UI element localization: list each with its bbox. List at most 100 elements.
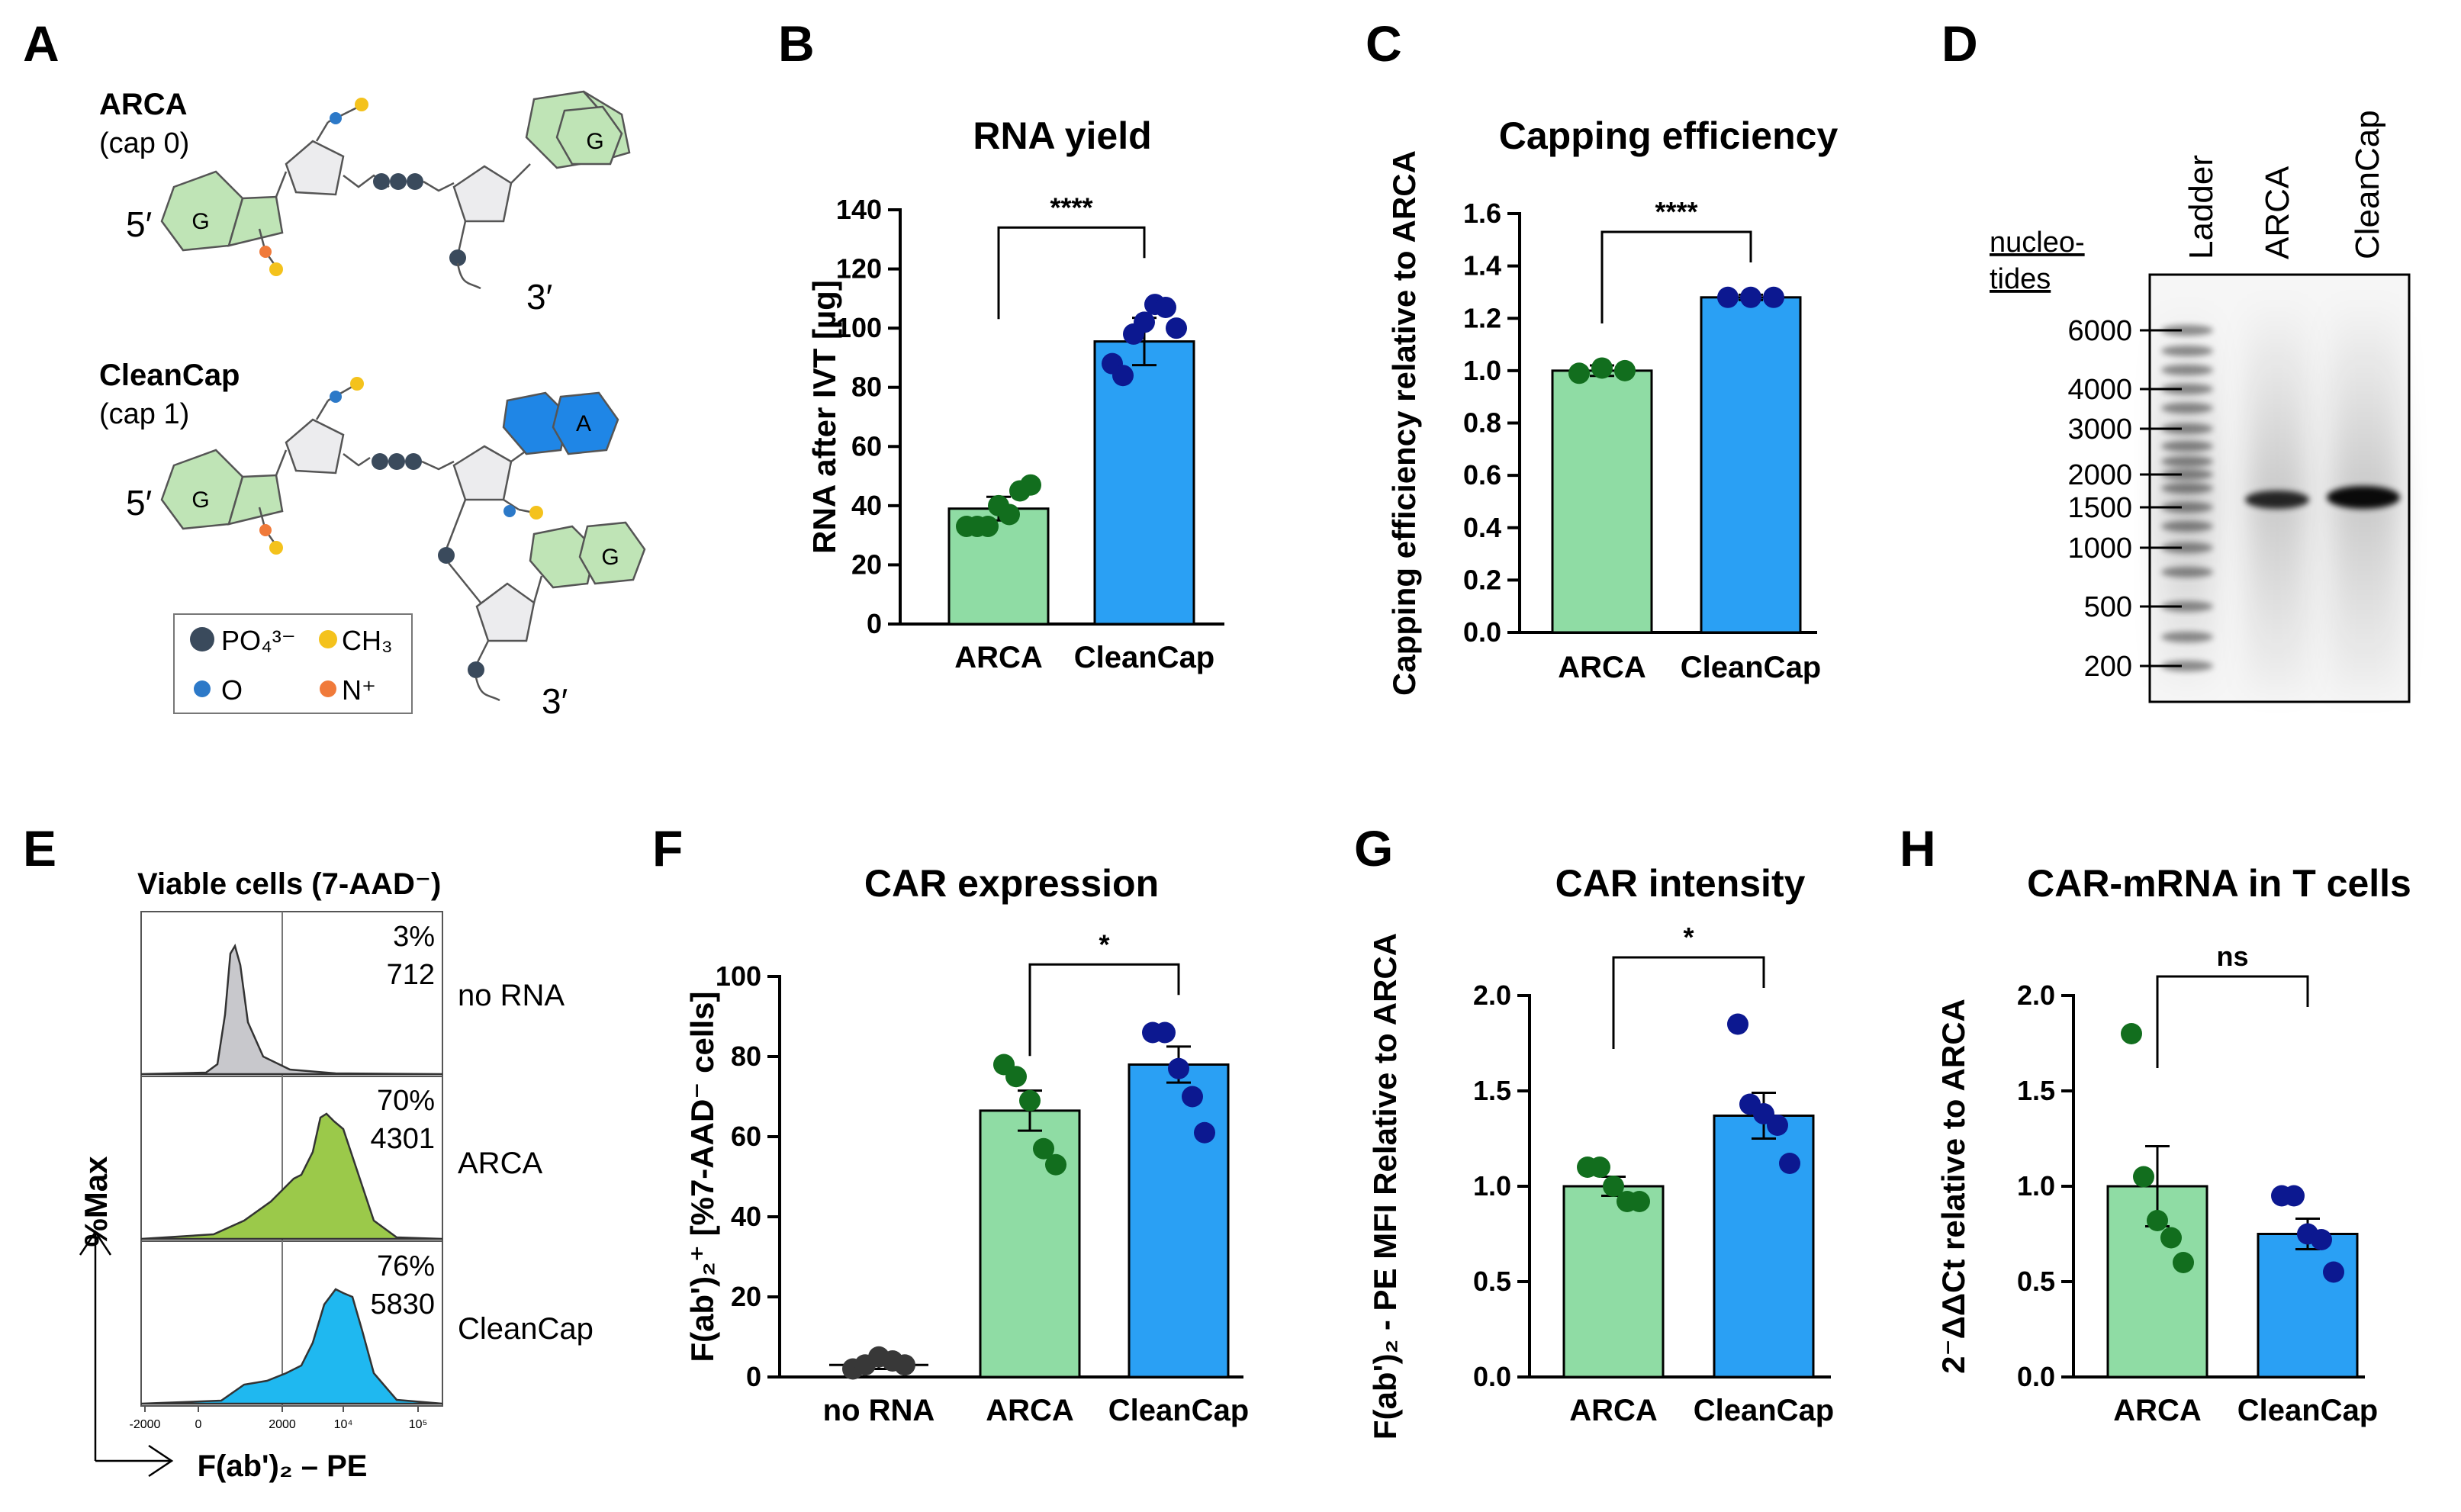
flow-row1-mfi: 712: [387, 959, 435, 991]
flow-row2-label: ARCA: [458, 1147, 542, 1180]
chart-f-category-label: CleanCap: [1108, 1394, 1250, 1427]
chart-f-bar: [1128, 1063, 1230, 1378]
chart-rna-yield: RNA yield RNA after IVT [µg] 0 20 40 60 80 100 1…: [806, 114, 1224, 674]
gel-ladder-band: [2161, 542, 2213, 553]
flow-title: Viable cells (7-AAD⁻): [137, 867, 441, 901]
chart-c-data-point: [1591, 357, 1613, 379]
chart-h-ytick-label: 0.5: [2017, 1266, 2055, 1297]
chart-f-data-point: [1005, 1066, 1027, 1088]
chart-c-data-point: [1740, 286, 1761, 308]
chart-c-title: Capping efficiency: [1499, 114, 1839, 157]
cleancap-structure-title: CleanCap: [99, 359, 240, 392]
cleancap-base-g-label: G: [191, 487, 209, 513]
chart-g-bar: [1562, 1185, 1665, 1378]
chart-b-category-label: CleanCap: [1074, 641, 1215, 674]
chart-f-significance-bracket: [1028, 963, 1180, 1057]
chart-c-ytick-label: 1.2: [1463, 302, 1501, 333]
panel-label-e: E: [23, 820, 56, 877]
chart-b-ytick-label: 140: [836, 194, 882, 225]
cleancap-ribose-1: [285, 418, 345, 475]
nitrogen-atom: [259, 524, 272, 536]
legend-oxygen-marker: [194, 680, 211, 697]
legend-nitrogen-marker: [320, 680, 336, 697]
chart-b-ytick-label: 40: [851, 490, 882, 521]
chart-f-data-point: [1033, 1137, 1054, 1160]
gel-marker-label: 3000: [2067, 413, 2132, 446]
chart-h-data-point: [2133, 1166, 2154, 1188]
flow-row1-percent: 3%: [393, 921, 435, 953]
chart-f-ytick-label: 100: [716, 960, 761, 992]
cleancap-m7g-base: G: [160, 449, 284, 555]
chart-capping-efficiency: Capping efficiency Capping efficiency rel…: [1386, 114, 1838, 696]
chart-c-category-label: CleanCap: [1681, 651, 1822, 684]
legend-oxygen-label: O: [221, 674, 243, 706]
chart-h-data-point: [2173, 1252, 2194, 1273]
chart-g-significance-label: *: [1683, 922, 1694, 953]
gel-ladder-band: [2161, 403, 2213, 413]
chart-c-data-point: [1614, 359, 1636, 381]
flow-x-ticks: -2000 0 2000 10⁴ 10⁵: [130, 1406, 427, 1431]
chart-c-ytick-label: 0.2: [1463, 564, 1501, 595]
chart-c-data-point: [1763, 286, 1784, 308]
chart-f-bar: [979, 1109, 1081, 1378]
chart-g-bar: [1713, 1115, 1815, 1378]
chart-b-bar: [1093, 340, 1195, 626]
chart-car-intensity: CAR intensity F(ab')₂ - PE MFI Relative t…: [1367, 862, 1834, 1440]
phosphate-4: [438, 547, 455, 564]
gel-lane-label-ladder: Ladder: [2183, 155, 2220, 259]
chart-b-category-label: ARCA: [954, 641, 1043, 674]
chart-h-data-point: [2160, 1227, 2182, 1249]
chart-h-ytick-label: 1.5: [2017, 1075, 2055, 1106]
gel-marker-label: 4000: [2067, 374, 2132, 406]
chart-g-data-point: [1779, 1153, 1800, 1174]
chart-h-ytick-label: 0.0: [2017, 1361, 2055, 1392]
phosphate-5: [468, 661, 484, 678]
chart-f-data-point: [1045, 1153, 1066, 1176]
flow-xtick-5: 10⁵: [409, 1418, 427, 1431]
legend-phosphate-label: PO₄³⁻: [221, 625, 296, 656]
chart-h-data-point: [2147, 1210, 2168, 1231]
gel-axis-title-line2: tides: [1990, 263, 2051, 295]
phosphate-3: [405, 453, 422, 470]
cleancap-five-prime: 5′: [126, 483, 152, 523]
flow-row3-mfi: 5830: [370, 1288, 435, 1321]
chart-g-data-point: [1767, 1115, 1788, 1136]
chart-g-title: CAR intensity: [1555, 862, 1806, 905]
gel-arca-band: [2245, 491, 2309, 509]
flow-xtick-3: 2000: [269, 1418, 296, 1431]
flow-plot-frame: [140, 911, 443, 1407]
flow-row1-label: no RNA: [458, 979, 565, 1012]
gel-ladder-band: [2161, 521, 2213, 532]
chart-f-data-point: [894, 1354, 915, 1376]
gel-ladder-lane: [2160, 305, 2214, 687]
chart-c-bar: [1700, 296, 1802, 634]
chart-f-y-label: F(ab')₂⁺ [%7-AAD⁻ cells]: [684, 991, 720, 1362]
chart-h-data-point: [2311, 1229, 2332, 1250]
chart-f-title: CAR expression: [864, 862, 1159, 905]
chart-c-bar: [1551, 369, 1653, 634]
chart-h-ytick-label: 1.0: [2017, 1170, 2055, 1202]
chart-f-significance-label: *: [1099, 928, 1109, 960]
chart-b-data-point: [999, 503, 1020, 526]
chart-f-data-point: [1168, 1057, 1189, 1079]
gel-ladder-smear: [2160, 305, 2214, 687]
arca-cap-type: (cap 0): [99, 127, 189, 159]
gel-marker-label: 6000: [2067, 315, 2132, 347]
chart-b-data-point: [1166, 317, 1187, 339]
chart-f-ytick-label: 60: [731, 1121, 761, 1152]
arca-structure-title: ARCA: [99, 88, 188, 121]
chart-h-data-point: [2283, 1185, 2305, 1207]
gel-ladder-band: [2161, 441, 2213, 452]
panel-label-b: B: [778, 15, 815, 72]
legend-methyl-label: CH₃: [342, 625, 393, 656]
methyl-group: [355, 98, 368, 111]
chart-b-ytick-label: 0: [867, 608, 882, 639]
cleancap-cap-type: (cap 1): [99, 398, 189, 430]
legend-nitrogen-label: N⁺: [342, 674, 376, 706]
gel-cleancap-band: [2327, 486, 2400, 509]
chart-b-data-point: [1112, 365, 1134, 387]
chart-f-ytick-label: 20: [731, 1281, 761, 1312]
legend-phosphate-marker: [190, 627, 214, 651]
arca-m7g-base: G: [160, 170, 284, 276]
cleancap-ribose-3: [475, 582, 536, 642]
